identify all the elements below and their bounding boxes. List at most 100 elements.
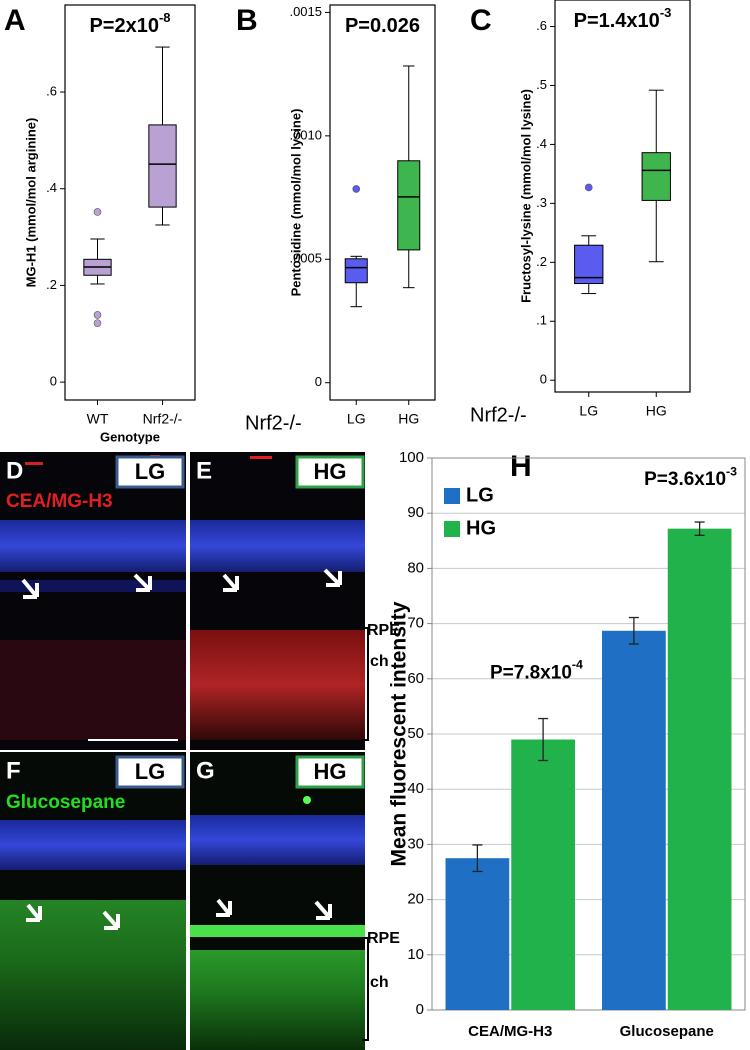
x-tick-label: WT [87,411,109,427]
y-tick-label: 10 [407,946,424,963]
layer-label: RPE [367,930,400,947]
annotation-text: P=7.8x10 [490,662,572,683]
y-axis-label: Pentosidine (mmol/mol lysine) [288,109,303,297]
x-tick-label: LG [347,411,366,427]
y-tick-label: 50 [407,725,424,742]
panel-letter: C [470,4,492,37]
y-tick-label: .2 [536,254,547,269]
y-tick-label: .6 [46,83,57,98]
y-tick-label: .6 [536,18,547,33]
micrograph-f [0,752,186,1050]
label-box [295,755,365,789]
panel-letter: H [510,450,532,483]
y-tick-label: 90 [407,504,424,521]
plot-frame [554,0,691,393]
layer-label: RPE [367,622,400,639]
y-tick-label: 100 [399,449,424,466]
x-tick-label: Glucosepane [620,1023,714,1040]
x-axis-label: Genotype [100,429,160,444]
y-tick-label: .2 [46,277,57,292]
box [344,258,368,284]
y-tick-label: 80 [407,559,424,576]
y-tick-label: 60 [407,670,424,687]
x-tick-label: HG [646,403,667,419]
outlier [352,185,361,193]
micrograph-e [190,452,369,750]
bar [445,858,510,1010]
bar [511,739,575,1010]
y-tick-label: .3 [536,195,547,210]
panel-letter: A [4,4,26,37]
x-tick-label: HG [398,411,419,427]
outlier [93,311,102,319]
box-title: P=2x10-8 [89,10,170,37]
plot-frame [329,4,436,401]
y-axis-label: MG-H1 (mmol/mol arginine) [23,118,38,288]
micrograph-d [0,452,186,750]
y-tick-label: 0 [315,374,322,389]
legend-label: HG [466,517,496,539]
plot-frame [64,4,196,401]
annotation: P=3.6x10-3 [644,465,737,490]
stain-label: CEA/MG-H3 [6,491,113,512]
layer-label: ch [370,653,389,670]
y-tick-label: .1 [536,313,547,328]
y-axis-label: Mean fluorescent intensity [388,601,411,866]
x-tick-label: Nrf2-/- [143,411,183,427]
y-tick-label: 0 [416,1001,424,1018]
box [148,124,177,208]
label-box [115,455,185,489]
outlier [93,208,102,216]
legend-label: LG [466,484,494,506]
label-box [115,755,185,789]
box [641,152,671,201]
layer-label: ch [370,974,389,991]
x-tick-label: LG [579,403,598,419]
legend-swatch [444,488,460,504]
label-box [295,455,365,489]
bar [602,630,666,1010]
legend-swatch [444,521,460,537]
row-label: Nrf2-/- [245,412,302,434]
panel-letter: B [236,4,258,37]
y-tick-label: 40 [407,780,424,797]
y-tick-label: .5 [536,77,547,92]
annotation-superscript: -3 [726,465,737,479]
y-tick-label: 20 [407,891,424,908]
panel-letter: F [6,757,21,784]
y-tick-label: 70 [407,615,424,632]
annotation: P=7.8x10-4 [490,658,583,683]
plot-frame [431,457,746,1011]
y-tick-label: .4 [536,136,547,151]
y-tick-label: 30 [407,835,424,852]
micrograph-g [190,752,369,1050]
box [397,160,421,251]
box-title: P=1.4x10-3 [574,5,672,32]
bar [667,528,732,1010]
box-title-text: P=1.4x10 [574,10,660,32]
outlier [93,319,102,327]
y-tick-label: 0 [540,372,547,387]
outlier [584,183,593,192]
box-title: P=0.026 [345,15,420,37]
y-axis-label: Fructosyl-lysine (mmol/mol lysine) [518,89,533,303]
group-label: HG [314,459,347,484]
y-tick-label: .0005 [289,251,322,266]
box-title-superscript: -3 [660,5,672,20]
stain-label: Glucosepane [6,792,125,813]
group-label: LG [135,759,166,784]
y-tick-label: .0015 [289,4,322,19]
y-tick-label: 0 [50,374,57,389]
y-tick-label: .0010 [289,127,322,142]
group-label: HG [314,759,347,784]
box-title-text: P=0.026 [345,15,420,37]
annotation-superscript: -4 [572,658,583,672]
panel-letter: G [196,757,215,784]
panel-letter: D [6,457,23,484]
x-tick-label: CEA/MG-H3 [468,1023,552,1040]
annotation-text: P=3.6x10 [644,469,726,490]
box-title-superscript: -8 [159,10,171,25]
y-tick-label: .4 [46,180,57,195]
